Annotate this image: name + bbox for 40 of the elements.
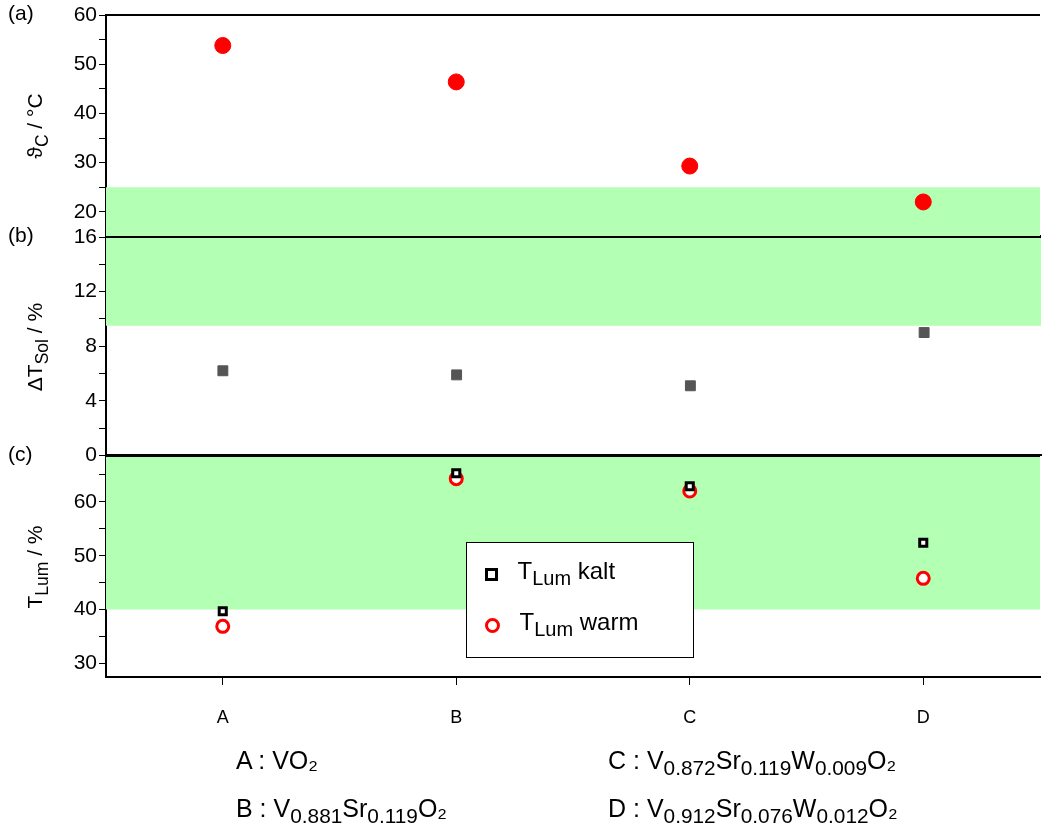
y-tick-label: 30 [73, 650, 97, 674]
point [914, 193, 932, 211]
point [217, 365, 229, 377]
y-tick-label: 16 [73, 223, 97, 247]
point [684, 380, 696, 392]
x-tick-label: B [450, 706, 463, 727]
point [214, 37, 232, 54]
x-tick-label: A [216, 706, 229, 727]
text: B : V$_{0.881}$Sr$_{0.119}$O₂ [236, 793, 449, 825]
y-tick-label: 60 [73, 488, 97, 512]
point [447, 73, 465, 91]
y-tick-label: 12 [73, 278, 97, 302]
text: A : VO₂ [236, 745, 319, 776]
y-tick-label: 50 [73, 542, 97, 566]
y-tick-label: 20 [73, 198, 97, 222]
y-tick-label: 40 [73, 100, 97, 124]
point [918, 327, 930, 338]
point [451, 468, 462, 479]
point [915, 570, 931, 586]
text: C : V$_{0.872}$Sr$_{0.119}$W$_{0.009}$O₂ [608, 745, 898, 781]
text: D : V$_{0.912}$Sr$_{0.076}$W$_{0.012}$O₂ [608, 793, 899, 825]
y-tick-label: 0 [85, 442, 97, 466]
point [681, 157, 699, 175]
y-tick-label: 4 [85, 387, 98, 411]
chart-title: (a) [8, 1, 34, 25]
chart-title: (b) [8, 223, 34, 247]
point [918, 537, 929, 548]
y-tick-label: 40 [73, 596, 97, 620]
y-tick-label: 8 [85, 333, 97, 356]
y-tick-label: 60 [73, 1, 97, 25]
legend-label: T$_{Lum}$ kalt [517, 556, 616, 592]
chart-title: (c) [8, 442, 33, 466]
point [215, 618, 231, 634]
y-tick-label: 50 [73, 51, 97, 74]
point [451, 369, 463, 381]
legend-label: T$_{Lum}$ warm [519, 607, 639, 642]
point [217, 606, 228, 617]
y-tick-label: 30 [73, 149, 97, 173]
x-tick-label: C [683, 706, 697, 727]
x-tick-label: D [916, 706, 930, 727]
